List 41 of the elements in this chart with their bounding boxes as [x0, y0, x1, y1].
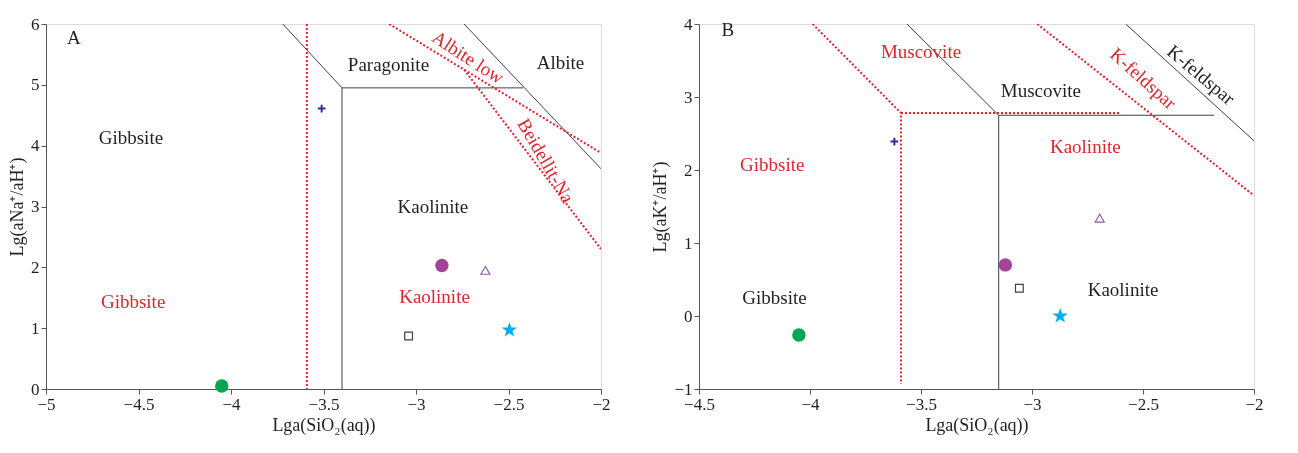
y-tick-label: 1: [31, 318, 40, 338]
annotation: Paragonite: [347, 53, 430, 75]
annotation: Kaolinite: [399, 286, 470, 308]
annotation: B: [721, 18, 735, 40]
y-tick-label: 3: [684, 87, 693, 107]
annotation: Gibbsite: [742, 286, 807, 308]
annotation: Albite: [536, 52, 585, 74]
x-tick-label: −2: [1245, 394, 1264, 414]
x-tick-label: −4: [222, 394, 242, 414]
x-tick-label: −5: [37, 394, 56, 414]
y-axis-title: Lg(aK⁺/aH⁺): [650, 161, 672, 253]
y-tick-label: 0: [31, 379, 40, 399]
x-tick-label: −4: [801, 394, 821, 414]
annotation: Gibbsite: [100, 291, 166, 313]
x-tick-label: −2: [592, 394, 611, 414]
x-tick-label: −3: [1023, 394, 1042, 414]
x-tick-label: −2.5: [1128, 394, 1159, 414]
x-axis-title: Lga(SiO₂(aq)): [272, 414, 376, 436]
y-tick-label: 4: [31, 136, 40, 156]
annotation: A: [66, 26, 81, 48]
annotation: Kaolinite: [397, 196, 469, 218]
y-tick-label: 2: [31, 257, 40, 277]
y-axis-title: Lg(aNa⁺/aH⁺): [7, 157, 28, 257]
annotation: Kaolinite: [1049, 135, 1121, 157]
y-tick-label: 1: [684, 233, 693, 253]
x-axis-title: Lga(SiO₂(aq)): [925, 414, 1029, 436]
annotation: Muscovite: [1000, 80, 1081, 102]
x-tick-label: −3: [407, 394, 426, 414]
x-tick-label: −2.5: [493, 394, 525, 414]
annotation: Kaolinite: [1087, 278, 1159, 300]
x-tick-label: −4.5: [123, 394, 155, 414]
annotation: Gibbsite: [740, 153, 805, 175]
y-tick-label: 6: [31, 14, 40, 34]
y-tick-label: 2: [684, 160, 693, 180]
annotation: Gibbsite: [98, 127, 164, 149]
y-tick-label: 3: [31, 197, 40, 216]
y-tick-label: 5: [31, 75, 40, 95]
y-tick-label: 4: [684, 14, 693, 34]
x-tick-label: −3.5: [308, 394, 340, 414]
x-tick-label: −3.5: [906, 394, 937, 414]
y-tick-label: 0: [684, 306, 693, 326]
